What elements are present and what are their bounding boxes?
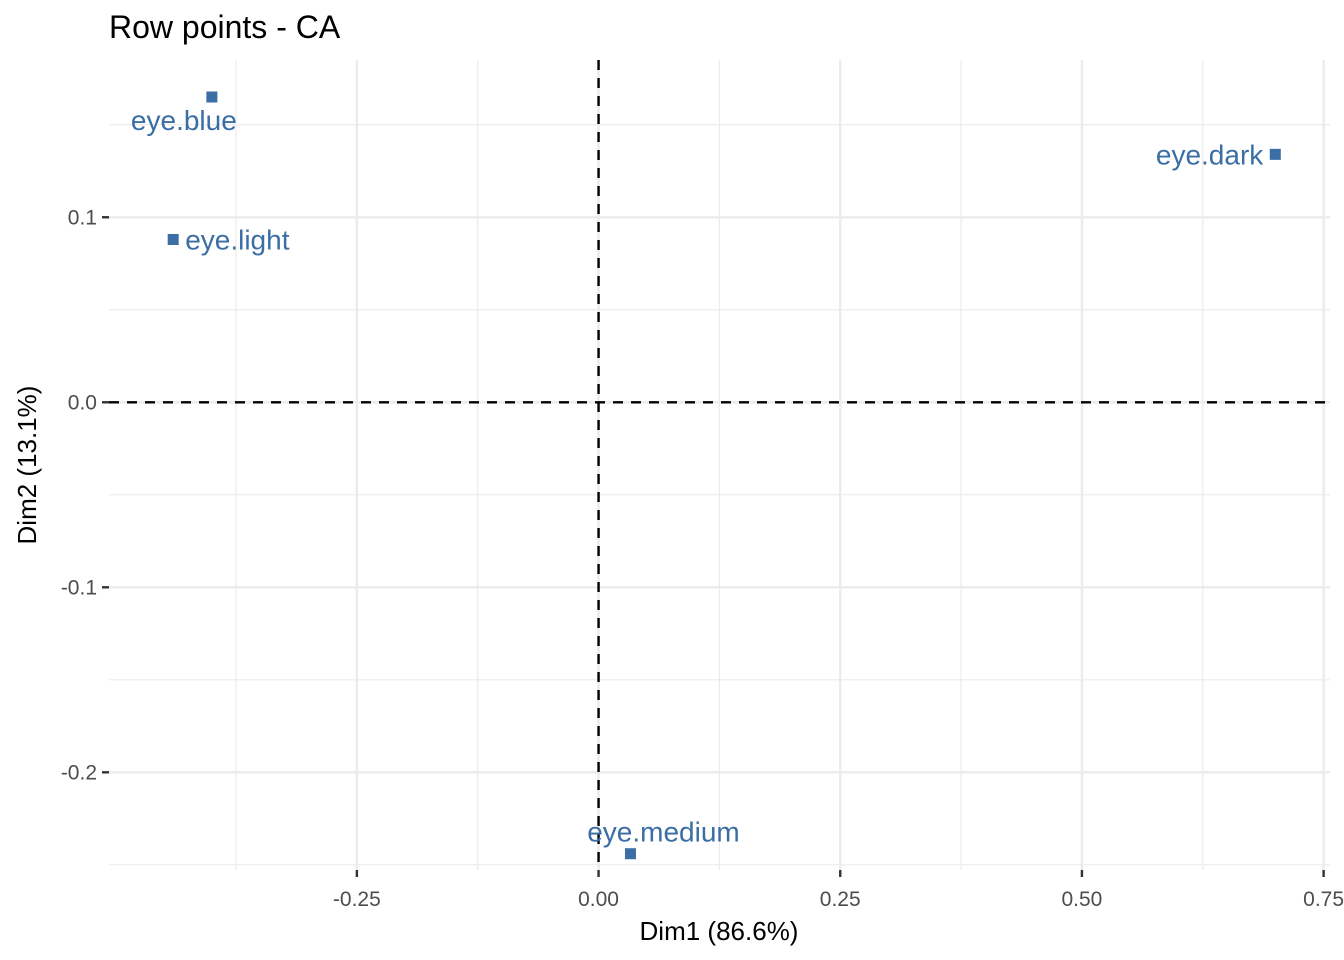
x-tick-label: 0.50 bbox=[1061, 888, 1102, 911]
chart-title: Row points - CA bbox=[109, 9, 341, 45]
x-axis-title: Dim1 (86.6%) bbox=[640, 916, 799, 946]
point-label-eye-light: eye.light bbox=[185, 224, 290, 255]
y-tick-label: 0.0 bbox=[68, 391, 97, 414]
data-points bbox=[167, 91, 1281, 860]
y-tick-label: 0.1 bbox=[68, 206, 97, 229]
data-point-eye-blue bbox=[206, 91, 218, 103]
x-tick-label: 0.75 bbox=[1303, 888, 1344, 911]
minor-gridlines bbox=[109, 60, 1330, 870]
axis-ticks: -0.25 0.00 0.25 0.50 0.75 -0.2 -0.1 0.0 0.1 bbox=[61, 206, 1344, 911]
x-tick-label: 0.25 bbox=[820, 888, 861, 911]
point-label-eye-medium: eye.medium bbox=[587, 817, 740, 848]
data-point-eye-dark bbox=[1269, 148, 1281, 160]
point-label-eye-dark: eye.dark bbox=[1156, 139, 1264, 170]
point-label-eye-blue: eye.blue bbox=[131, 105, 237, 136]
x-tick-label: 0.00 bbox=[578, 888, 619, 911]
y-axis-title: Dim2 (13.1%) bbox=[12, 386, 42, 545]
x-tick-label: -0.25 bbox=[333, 888, 381, 911]
y-tick-label: -0.2 bbox=[61, 761, 97, 784]
reference-lines bbox=[109, 60, 1330, 870]
data-point-eye-medium bbox=[624, 848, 636, 860]
y-tick-label: -0.1 bbox=[61, 576, 97, 599]
point-labels: eye.blue eye.light eye.medium eye.dark bbox=[131, 105, 1264, 848]
data-point-eye-light bbox=[167, 233, 179, 245]
